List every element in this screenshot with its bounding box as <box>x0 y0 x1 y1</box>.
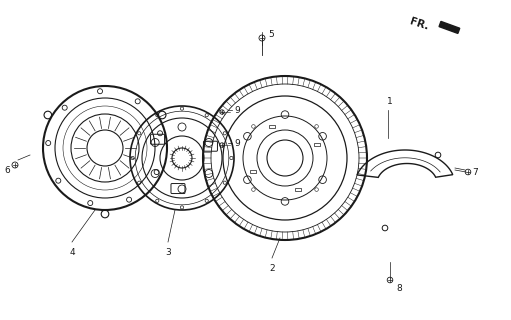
Text: 9: 9 <box>234 106 240 115</box>
Bar <box>295 188 301 191</box>
Text: 8: 8 <box>396 284 402 293</box>
Text: 9: 9 <box>234 139 240 148</box>
Text: 7: 7 <box>472 167 478 177</box>
Text: 4: 4 <box>69 248 75 257</box>
Text: 3: 3 <box>165 248 171 257</box>
Text: FR.: FR. <box>408 16 430 32</box>
Bar <box>269 125 274 128</box>
Text: 1: 1 <box>387 97 393 106</box>
Bar <box>250 170 256 172</box>
Bar <box>314 143 319 146</box>
Text: 5: 5 <box>268 30 274 39</box>
FancyArrow shape <box>439 21 460 33</box>
Text: 6: 6 <box>4 165 10 174</box>
Text: 2: 2 <box>269 264 275 273</box>
